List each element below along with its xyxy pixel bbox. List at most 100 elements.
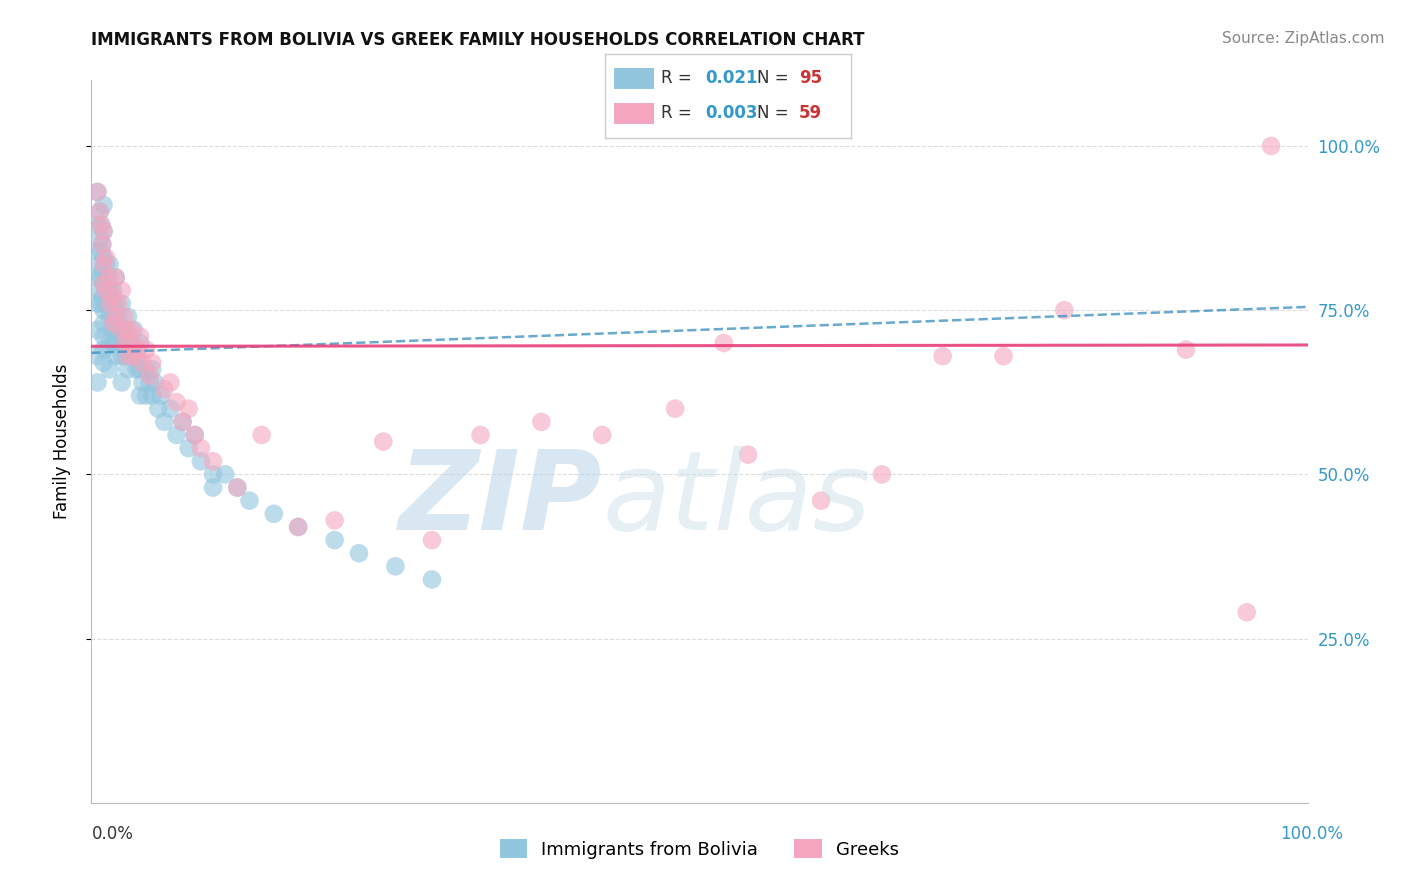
Text: Source: ZipAtlas.com: Source: ZipAtlas.com — [1222, 31, 1385, 46]
Point — [117, 323, 139, 337]
Point — [89, 204, 111, 219]
Point — [89, 284, 111, 298]
Point — [190, 441, 212, 455]
Point — [114, 349, 136, 363]
Point — [323, 513, 346, 527]
Point — [135, 388, 157, 402]
Text: 59: 59 — [799, 103, 823, 122]
Point — [591, 428, 613, 442]
Point — [250, 428, 273, 442]
Point — [86, 218, 108, 232]
Point — [104, 270, 127, 285]
Point — [127, 343, 149, 357]
Point — [111, 284, 134, 298]
Point — [86, 296, 108, 310]
Point — [135, 343, 157, 357]
Point — [129, 362, 152, 376]
Point — [112, 310, 135, 324]
Point — [93, 343, 115, 357]
Point — [90, 218, 112, 232]
Point — [184, 428, 207, 442]
Point — [111, 323, 134, 337]
Point — [93, 224, 115, 238]
Point — [89, 257, 111, 271]
Point — [263, 507, 285, 521]
Point — [122, 323, 145, 337]
Bar — [614, 103, 654, 124]
Point — [93, 277, 115, 291]
Point — [373, 434, 395, 449]
Point — [238, 493, 260, 508]
Point — [870, 467, 893, 482]
Point — [470, 428, 492, 442]
Point — [125, 362, 148, 376]
Point — [120, 349, 142, 363]
Point — [114, 336, 136, 351]
Point — [166, 428, 188, 442]
Text: N =: N = — [758, 69, 789, 87]
Point — [139, 368, 162, 383]
Point — [139, 376, 162, 390]
Point — [117, 310, 139, 324]
Point — [104, 270, 127, 285]
Point — [98, 296, 121, 310]
Point — [91, 237, 114, 252]
Bar — [614, 68, 654, 89]
Point — [107, 336, 129, 351]
Point — [993, 349, 1015, 363]
Point — [287, 520, 309, 534]
Point — [91, 290, 114, 304]
Point — [107, 310, 129, 324]
Point — [1260, 139, 1282, 153]
Point — [98, 284, 121, 298]
Point — [93, 251, 115, 265]
Point — [1053, 303, 1076, 318]
Point — [323, 533, 346, 547]
Point — [96, 270, 118, 285]
Point — [94, 284, 117, 298]
Point — [108, 323, 131, 337]
Point — [226, 481, 249, 495]
Point — [86, 349, 108, 363]
Point — [111, 376, 134, 390]
Point — [93, 198, 115, 212]
Point — [90, 244, 112, 258]
Point — [94, 284, 117, 298]
Point — [226, 481, 249, 495]
Y-axis label: Family Households: Family Households — [52, 364, 70, 519]
Point — [166, 395, 188, 409]
Point — [190, 454, 212, 468]
Point — [111, 296, 134, 310]
Point — [91, 264, 114, 278]
Point — [98, 310, 121, 324]
Point — [1175, 343, 1198, 357]
Point — [121, 336, 143, 351]
Point — [103, 316, 125, 330]
Point — [111, 349, 134, 363]
Point — [143, 376, 166, 390]
Point — [104, 310, 127, 324]
Point — [107, 296, 129, 310]
Point — [159, 401, 181, 416]
Point — [127, 349, 149, 363]
Point — [129, 388, 152, 402]
Point — [149, 388, 172, 402]
Point — [202, 454, 225, 468]
Point — [89, 204, 111, 219]
Point — [713, 336, 735, 351]
Point — [101, 296, 124, 310]
Point — [177, 401, 200, 416]
Point — [103, 290, 125, 304]
Point — [931, 349, 953, 363]
Point — [153, 415, 176, 429]
Legend: Immigrants from Bolivia, Greeks: Immigrants from Bolivia, Greeks — [492, 832, 907, 866]
Point — [214, 467, 236, 482]
Point — [89, 231, 111, 245]
Point — [104, 323, 127, 337]
Point — [86, 185, 108, 199]
Text: R =: R = — [661, 69, 692, 87]
Point — [98, 257, 121, 271]
Point — [131, 356, 153, 370]
Text: 0.0%: 0.0% — [91, 825, 134, 843]
Point — [117, 362, 139, 376]
